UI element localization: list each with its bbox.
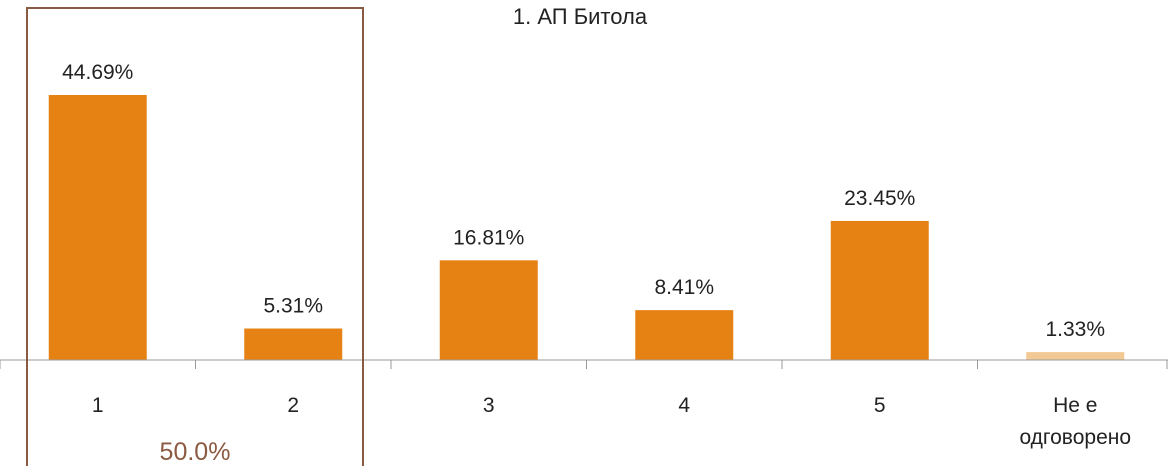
x-tick-label-2: 2 xyxy=(287,394,299,417)
x-tick-label-6: Не е одговорено xyxy=(1019,394,1131,449)
bar-6 xyxy=(1026,352,1125,360)
data-label-3: 16.81% xyxy=(453,226,524,249)
bar-2 xyxy=(244,328,343,360)
data-label-2: 5.31% xyxy=(263,295,323,318)
data-label-5: 23.45% xyxy=(844,187,915,210)
x-tick-label-5: 5 xyxy=(874,394,886,417)
data-label-4: 8.41% xyxy=(654,276,714,299)
chart-title: 1. АП Битола xyxy=(513,4,648,29)
highlight-group-label: 50.0% xyxy=(160,438,231,466)
bars-group xyxy=(48,95,1125,360)
bar-5 xyxy=(830,220,929,360)
x-tick-label-1: 1 xyxy=(92,394,104,417)
x-ticks-group xyxy=(0,360,1168,369)
labels-group: 44.69% 1 5.31% 2 16.81% 3 8.41% 4 23.45% 5 1.33% Не… xyxy=(62,61,1131,449)
bar-4 xyxy=(635,310,734,360)
x-tick-label-4: 4 xyxy=(678,394,690,417)
bar-1 xyxy=(48,95,147,360)
data-label-6: 1.33% xyxy=(1045,318,1105,341)
highlight-group-box xyxy=(26,7,364,466)
bar-3 xyxy=(439,260,538,360)
data-label-1: 44.69% xyxy=(62,61,133,84)
x-tick-label-3: 3 xyxy=(483,394,495,417)
